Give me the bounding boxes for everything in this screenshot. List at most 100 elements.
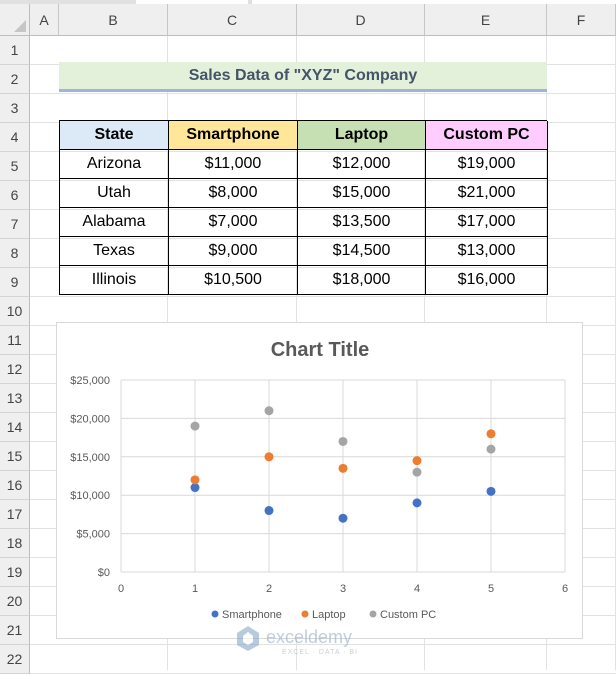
data-point-smartphone[interactable]	[264, 506, 274, 516]
table-header-cell[interactable]: State	[60, 121, 169, 150]
exceldemy-logo: exceldemy EXCEL · DATA · BI	[237, 626, 358, 656]
y-tick-label: $0	[98, 567, 110, 579]
row-gridline	[30, 209, 616, 210]
data-point-laptop[interactable]	[190, 475, 200, 485]
row-header-2[interactable]: 2	[0, 65, 30, 94]
exceldemy-watermark: exceldemy EXCEL · DATA · BI	[234, 622, 394, 658]
table-cell[interactable]: $14,500	[298, 237, 426, 266]
row-header-14[interactable]: 14	[0, 413, 30, 442]
table-cell[interactable]: $9,000	[169, 237, 298, 266]
x-tick-label: 4	[414, 583, 420, 595]
table-cell[interactable]: $15,000	[298, 179, 426, 208]
scatter-chart[interactable]: Chart Title $0 $5,000 $10,000 $15,000 $20,00…	[56, 322, 583, 639]
watermark-brand: exceldemy	[266, 627, 352, 647]
data-point-laptop[interactable]	[486, 429, 496, 439]
table-header-cell[interactable]: Custom PC	[426, 121, 548, 150]
row-header-4[interactable]: 4	[0, 123, 30, 152]
row-header-8[interactable]: 8	[0, 239, 30, 268]
select-all-corner[interactable]	[0, 4, 30, 36]
legend-label[interactable]: Smartphone	[222, 609, 282, 621]
y-tick-label: $10,000	[70, 490, 110, 502]
data-point-custom-pc[interactable]	[338, 436, 348, 446]
table-cell[interactable]: Utah	[60, 179, 169, 208]
data-point-custom-pc[interactable]	[190, 421, 200, 431]
column-header-c[interactable]: C	[168, 4, 297, 36]
table-cell[interactable]: Arizona	[60, 150, 169, 179]
chart-title[interactable]: Chart Title	[271, 339, 370, 361]
data-point-smartphone[interactable]	[190, 483, 200, 493]
row-gridline	[30, 267, 616, 268]
legend-marker	[369, 610, 377, 618]
legend-marker	[211, 610, 219, 618]
data-point-smartphone[interactable]	[412, 498, 422, 508]
table-cell[interactable]: $19,000	[426, 150, 548, 179]
row-header-18[interactable]: 18	[0, 529, 30, 558]
data-point-custom-pc[interactable]	[486, 444, 496, 454]
legend-label[interactable]: Custom PC	[380, 609, 436, 621]
table-cell[interactable]: $7,000	[169, 208, 298, 237]
y-tick-label: $15,000	[70, 452, 110, 464]
sheet-title[interactable]: Sales Data of "XYZ" Company	[59, 62, 547, 92]
y-tick-label: $5,000	[76, 529, 110, 541]
table-cell[interactable]: $18,000	[298, 266, 426, 295]
table-cell[interactable]: $21,000	[426, 179, 548, 208]
row-gridline	[30, 296, 616, 297]
table-cell[interactable]: Texas	[60, 237, 169, 266]
y-tick-label: $25,000	[70, 375, 110, 387]
sheet-tab-area	[252, 0, 616, 4]
row-header-15[interactable]: 15	[0, 442, 30, 471]
column-header-b[interactable]: B	[59, 4, 168, 36]
watermark-tagline: EXCEL · DATA · BI	[282, 649, 358, 656]
table-cell[interactable]: $11,000	[169, 150, 298, 179]
x-tick-label: 2	[266, 583, 272, 595]
table-cell[interactable]: $10,500	[169, 266, 298, 295]
column-header-f[interactable]: F	[547, 4, 616, 36]
row-header-19[interactable]: 19	[0, 558, 30, 587]
row-gridline	[30, 151, 616, 152]
table-cell[interactable]: $17,000	[426, 208, 548, 237]
row-gridline	[30, 644, 616, 645]
row-gridline	[30, 238, 616, 239]
row-header-11[interactable]: 11	[0, 326, 30, 355]
sales-table: State Smartphone Laptop Custom PC Arizona $11…	[59, 120, 548, 295]
row-header-22[interactable]: 22	[0, 645, 30, 674]
legend-marker	[301, 610, 309, 618]
table-cell[interactable]: $12,000	[298, 150, 426, 179]
table-cell[interactable]: Illinois	[60, 266, 169, 295]
sheet-tab-strip	[0, 0, 616, 4]
column-header-a[interactable]: A	[30, 4, 59, 36]
table-cell[interactable]: $16,000	[426, 266, 548, 295]
x-tick-label: 5	[488, 583, 494, 595]
column-header-d[interactable]: D	[297, 4, 425, 36]
row-header-21[interactable]: 21	[0, 616, 30, 645]
table-cell[interactable]: $13,500	[298, 208, 426, 237]
x-tick-label: 1	[192, 583, 198, 595]
row-header-3[interactable]: 3	[0, 94, 30, 123]
row-header-12[interactable]: 12	[0, 355, 30, 384]
row-header-20[interactable]: 20	[0, 587, 30, 616]
data-point-custom-pc[interactable]	[264, 406, 274, 416]
data-point-smartphone[interactable]	[338, 513, 348, 523]
table-cell[interactable]: $8,000	[169, 179, 298, 208]
data-point-smartphone[interactable]	[486, 486, 496, 496]
row-header-1[interactable]: 1	[0, 36, 30, 65]
data-point-laptop[interactable]	[338, 463, 348, 473]
table-cell[interactable]: $13,000	[426, 237, 548, 266]
row-header-10[interactable]: 10	[0, 297, 30, 326]
data-point-laptop[interactable]	[412, 456, 422, 466]
row-header-6[interactable]: 6	[0, 181, 30, 210]
legend-label[interactable]: Laptop	[312, 609, 346, 621]
data-point-custom-pc[interactable]	[412, 467, 422, 477]
table-header-cell[interactable]: Laptop	[298, 121, 426, 150]
row-header-9[interactable]: 9	[0, 268, 30, 297]
row-header-16[interactable]: 16	[0, 471, 30, 500]
data-point-laptop[interactable]	[264, 452, 274, 462]
row-header-13[interactable]: 13	[0, 384, 30, 413]
sheet-tab[interactable]	[136, 0, 248, 4]
table-cell[interactable]: Alabama	[60, 208, 169, 237]
row-header-17[interactable]: 17	[0, 500, 30, 529]
row-header-5[interactable]: 5	[0, 152, 30, 181]
column-header-e[interactable]: E	[425, 4, 547, 36]
row-header-7[interactable]: 7	[0, 210, 30, 239]
table-header-cell[interactable]: Smartphone	[169, 121, 298, 150]
